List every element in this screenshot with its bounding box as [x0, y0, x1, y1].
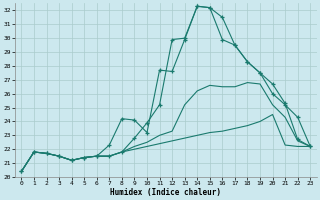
X-axis label: Humidex (Indice chaleur): Humidex (Indice chaleur)	[110, 188, 221, 197]
